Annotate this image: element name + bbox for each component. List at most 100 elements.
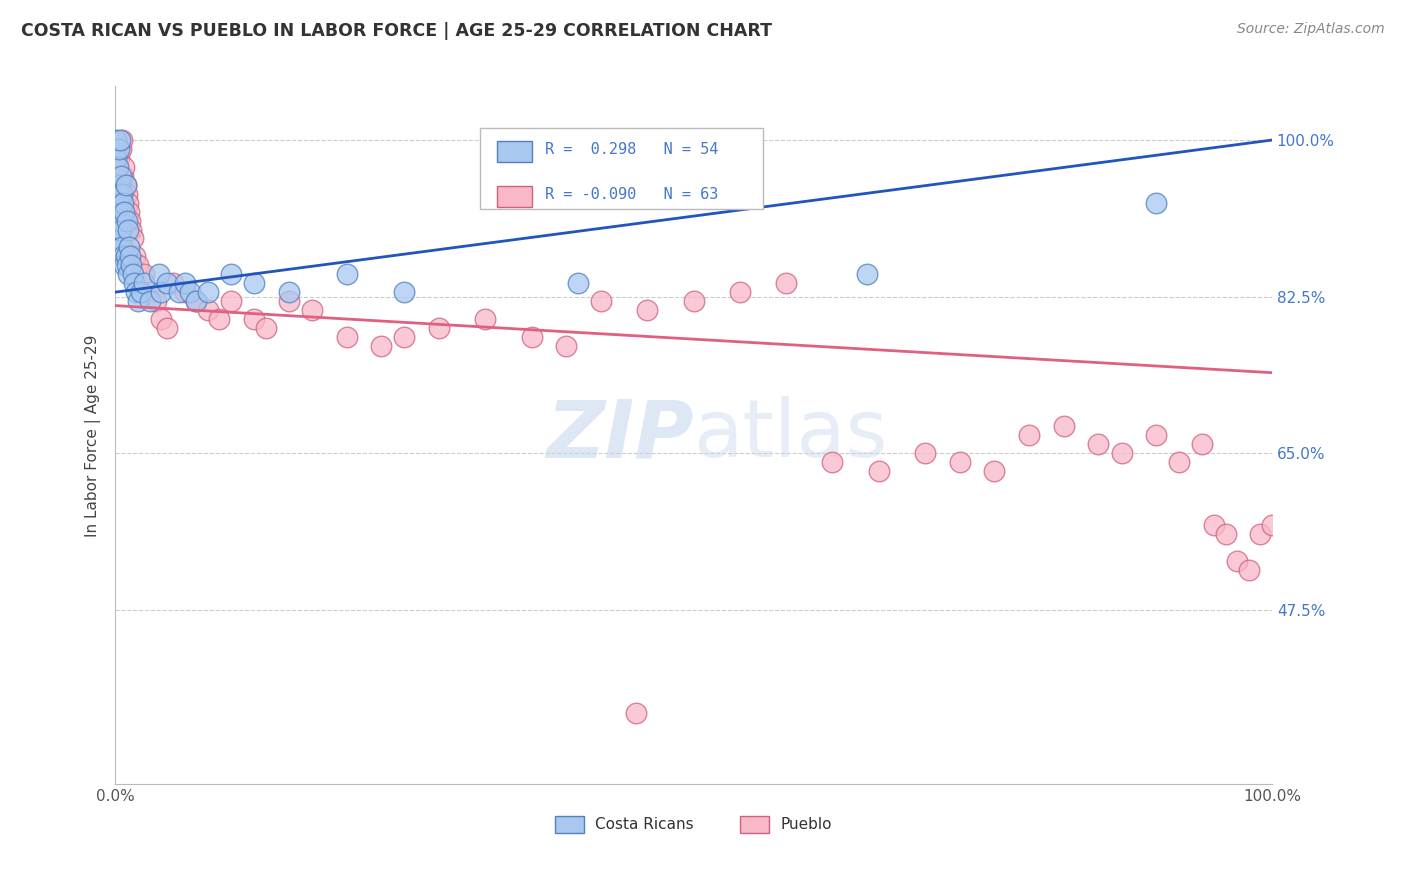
- Point: [162, 277, 184, 291]
- Point: [682, 294, 704, 309]
- Point: [1261, 517, 1284, 532]
- Point: [1226, 553, 1249, 567]
- Point: [167, 285, 190, 300]
- Point: [108, 178, 131, 192]
- Point: [173, 277, 195, 291]
- Point: [114, 178, 136, 192]
- Point: [118, 204, 141, 219]
- Point: [914, 446, 936, 460]
- Point: [120, 249, 142, 263]
- Point: [107, 169, 129, 183]
- Point: [105, 151, 128, 165]
- Point: [120, 213, 142, 227]
- Point: [173, 285, 195, 300]
- Point: [124, 249, 146, 263]
- Point: [983, 464, 1005, 478]
- Point: [107, 160, 129, 174]
- Point: [145, 294, 167, 309]
- Point: [186, 294, 208, 309]
- Point: [115, 258, 138, 272]
- Point: [110, 169, 132, 183]
- Point: [1215, 526, 1237, 541]
- Point: [394, 285, 416, 300]
- FancyBboxPatch shape: [479, 128, 763, 209]
- Point: [125, 285, 148, 300]
- Point: [156, 277, 179, 291]
- Point: [335, 330, 357, 344]
- Point: [1202, 517, 1225, 532]
- Point: [105, 160, 128, 174]
- Text: R = -0.090   N = 63: R = -0.090 N = 63: [546, 187, 718, 202]
- Point: [118, 240, 141, 254]
- Point: [1237, 563, 1260, 577]
- FancyBboxPatch shape: [496, 141, 531, 161]
- Point: [107, 186, 129, 201]
- Text: ZIP: ZIP: [546, 396, 693, 475]
- Point: [427, 321, 450, 335]
- Point: [277, 285, 299, 300]
- Point: [1087, 437, 1109, 451]
- Point: [555, 339, 578, 353]
- Point: [139, 285, 162, 300]
- Point: [179, 285, 201, 300]
- Point: [120, 258, 142, 272]
- Point: [107, 195, 129, 210]
- Point: [208, 312, 231, 326]
- Point: [111, 133, 134, 147]
- Point: [127, 258, 149, 272]
- Point: [112, 249, 135, 263]
- Point: [110, 142, 132, 156]
- Point: [520, 330, 543, 344]
- Point: [107, 142, 129, 156]
- Text: R =  0.298   N = 54: R = 0.298 N = 54: [546, 142, 718, 157]
- Point: [394, 330, 416, 344]
- Point: [186, 294, 208, 309]
- Point: [127, 294, 149, 309]
- Point: [117, 222, 139, 236]
- Point: [219, 294, 242, 309]
- Point: [243, 277, 266, 291]
- Point: [117, 267, 139, 281]
- Point: [856, 267, 879, 281]
- Y-axis label: In Labor Force | Age 25-29: In Labor Force | Age 25-29: [86, 334, 101, 536]
- Point: [105, 204, 128, 219]
- Point: [114, 204, 136, 219]
- Point: [121, 231, 143, 245]
- Point: [108, 178, 131, 192]
- Point: [474, 312, 496, 326]
- Point: [1111, 446, 1133, 460]
- Point: [111, 186, 134, 201]
- Text: COSTA RICAN VS PUEBLO IN LABOR FORCE | AGE 25-29 CORRELATION CHART: COSTA RICAN VS PUEBLO IN LABOR FORCE | A…: [21, 22, 772, 40]
- Point: [197, 303, 219, 318]
- FancyBboxPatch shape: [740, 815, 769, 833]
- Point: [115, 186, 138, 201]
- Text: Costa Ricans: Costa Ricans: [595, 817, 693, 832]
- Point: [624, 706, 647, 720]
- Point: [567, 277, 589, 291]
- Point: [868, 464, 890, 478]
- Point: [948, 455, 970, 469]
- Text: Pueblo: Pueblo: [780, 817, 832, 832]
- Point: [1053, 419, 1076, 434]
- Point: [105, 222, 128, 236]
- Point: [112, 169, 135, 183]
- Point: [277, 294, 299, 309]
- Point: [370, 339, 392, 353]
- FancyBboxPatch shape: [496, 186, 531, 207]
- Text: atlas: atlas: [693, 396, 889, 475]
- Point: [114, 249, 136, 263]
- Point: [150, 312, 173, 326]
- Point: [107, 151, 129, 165]
- Point: [589, 294, 612, 309]
- Point: [121, 267, 143, 281]
- Point: [150, 285, 173, 300]
- Point: [335, 267, 357, 281]
- Point: [114, 258, 136, 272]
- Text: Source: ZipAtlas.com: Source: ZipAtlas.com: [1237, 22, 1385, 37]
- Point: [117, 195, 139, 210]
- Point: [122, 277, 145, 291]
- Point: [112, 195, 135, 210]
- Point: [105, 133, 128, 147]
- Point: [1191, 437, 1213, 451]
- Point: [111, 240, 134, 254]
